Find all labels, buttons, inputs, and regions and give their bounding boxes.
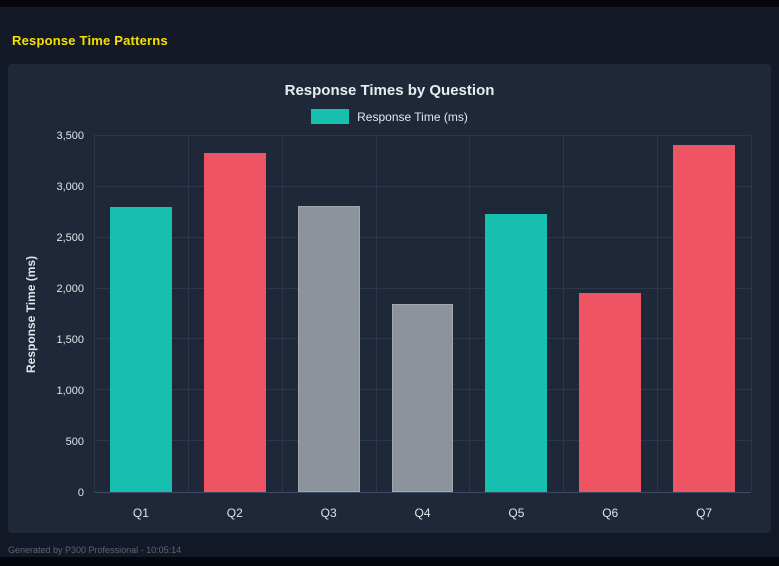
gridline-v bbox=[657, 136, 659, 492]
y-tick-label: 1,000 bbox=[56, 385, 84, 397]
footer-note: Generated by P300 Professional - 10:05:1… bbox=[8, 545, 182, 555]
chart-card: Response Times by Question Response Time… bbox=[8, 64, 771, 533]
gridline-v bbox=[187, 136, 189, 492]
gridline-h bbox=[94, 236, 751, 238]
gridline-v bbox=[751, 136, 752, 492]
x-tick-label-q1: Q1 bbox=[132, 506, 149, 520]
window-bottom-strip bbox=[0, 557, 779, 566]
y-axis-ticks: 0 500 1,000 1,500 2,000 2,500 3,000 3,500 bbox=[44, 130, 94, 499]
bar-q3[interactable] bbox=[297, 206, 360, 492]
bar-q1[interactable] bbox=[109, 207, 172, 492]
x-axis-labels: Q1 Q2 Q3 Q4 Q5 Q6 Q7 bbox=[94, 493, 751, 520]
x-tick-label-q7: Q7 bbox=[696, 506, 713, 520]
bar-q5[interactable] bbox=[485, 213, 548, 492]
y-tick-label: 500 bbox=[65, 436, 84, 448]
chart-body: Response Time (ms) 0 500 1,000 1,500 2,000 2,… bbox=[18, 130, 761, 499]
y-axis-title: Response Time (ms) bbox=[24, 255, 38, 374]
bar-q4[interactable] bbox=[391, 304, 454, 492]
y-tick-label: 2,000 bbox=[56, 283, 84, 295]
legend-label: Response Time (ms) bbox=[357, 109, 468, 124]
y-tick-label: 3,500 bbox=[56, 130, 84, 142]
x-tick-label-q6: Q6 bbox=[602, 506, 619, 520]
gridline-h bbox=[94, 185, 751, 187]
gridline-h bbox=[94, 287, 751, 289]
x-tick-label-q4: Q4 bbox=[414, 506, 431, 520]
bar-q6[interactable] bbox=[579, 292, 642, 492]
gridline-h bbox=[94, 135, 751, 136]
x-axis: Q1 Q2 Q3 Q4 Q5 Q6 Q7 bbox=[18, 493, 761, 520]
page-title: Response Time Patterns bbox=[12, 33, 168, 48]
x-tick-label-q5: Q5 bbox=[508, 506, 525, 520]
window-top-strip bbox=[0, 0, 779, 7]
x-tick-label-q2: Q2 bbox=[226, 506, 243, 520]
legend-swatch bbox=[311, 109, 350, 124]
chart-title: Response Times by Question bbox=[284, 82, 495, 99]
bar-q2[interactable] bbox=[203, 153, 266, 492]
y-tick-label: 3,000 bbox=[56, 181, 84, 193]
gridline-v bbox=[94, 136, 95, 492]
gridline-v bbox=[563, 136, 565, 492]
x-tick-label-q3: Q3 bbox=[320, 506, 337, 520]
legend[interactable]: Response Time (ms) bbox=[18, 109, 761, 124]
bar-q7[interactable] bbox=[673, 145, 736, 492]
plot-area bbox=[94, 135, 752, 493]
y-tick-label: 0 bbox=[77, 487, 84, 499]
gridline-v bbox=[375, 136, 377, 492]
gridline-v bbox=[469, 136, 471, 492]
y-tick-label: 1,500 bbox=[56, 334, 84, 346]
gridline-v bbox=[281, 136, 283, 492]
y-tick-label: 2,500 bbox=[56, 232, 84, 244]
